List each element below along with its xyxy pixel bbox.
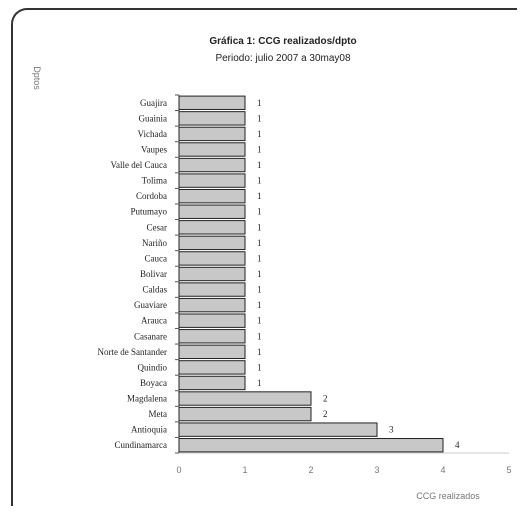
x-tick-label: 1 — [242, 465, 247, 475]
data-label: 1 — [257, 378, 262, 388]
data-label: 1 — [257, 144, 262, 154]
category-label: Arauca — [141, 316, 167, 326]
bar — [178, 375, 246, 391]
bar — [178, 95, 246, 110]
category-label: Cundinamarca — [115, 440, 167, 450]
x-tick-label: 0 — [176, 465, 181, 475]
category-label: Vaupes — [141, 144, 167, 154]
bar — [178, 204, 246, 219]
data-label: 1 — [257, 98, 262, 108]
bar — [178, 297, 246, 313]
bar — [178, 344, 246, 360]
data-label: 1 — [257, 129, 262, 139]
data-label: 1 — [257, 238, 262, 248]
x-tick-label: 2 — [308, 465, 313, 475]
data-label: 1 — [257, 362, 262, 372]
bar — [178, 406, 312, 422]
bar — [178, 313, 246, 328]
category-label: Valle del Cauca — [111, 160, 167, 170]
bar — [178, 391, 312, 406]
bar — [178, 220, 246, 235]
bar — [178, 111, 246, 126]
x-tick-label: 3 — [374, 465, 379, 475]
bar — [178, 438, 444, 453]
category-label: Putumayo — [130, 207, 167, 217]
data-label: 1 — [257, 222, 262, 232]
data-label: 1 — [257, 347, 262, 357]
data-label: 4 — [455, 440, 460, 450]
x-tick-label: 4 — [440, 465, 445, 475]
category-label: Cesar — [147, 222, 168, 232]
data-label: 1 — [257, 160, 262, 170]
bar — [178, 173, 246, 188]
category-label: Tolima — [142, 176, 167, 186]
category-label: Cordoba — [136, 191, 167, 201]
bar — [178, 126, 246, 142]
data-label: 1 — [257, 300, 262, 310]
chart-subtitle: Periodo: julio 2007 a 30may08 — [215, 53, 351, 64]
data-label: 3 — [389, 425, 394, 435]
data-label: 1 — [257, 253, 262, 263]
data-label: 1 — [257, 191, 262, 201]
bar — [178, 329, 246, 344]
category-label: Magdalena — [127, 394, 167, 404]
data-label: 1 — [257, 176, 262, 186]
category-label: Vichada — [138, 129, 167, 139]
category-label: Quindio — [137, 362, 167, 372]
category-label: Nariño — [142, 238, 167, 248]
category-label: Casanare — [134, 331, 167, 341]
category-label: Antioquia — [131, 425, 167, 435]
bar — [178, 157, 246, 173]
y-axis-title: Dptos — [32, 66, 42, 90]
data-label: 1 — [257, 316, 262, 326]
category-label: Caldas — [143, 285, 168, 295]
category-label: Bolivar — [140, 269, 167, 279]
category-label: Guajira — [140, 98, 167, 108]
bar — [178, 282, 246, 297]
category-label: Norte de Santander — [98, 347, 167, 357]
category-label: Guainia — [139, 113, 168, 123]
data-label: 1 — [257, 113, 262, 123]
category-label: Boyaca — [140, 378, 167, 388]
bar — [178, 422, 378, 437]
bar — [178, 251, 246, 266]
data-label: 1 — [257, 285, 262, 295]
category-label: Cauca — [145, 253, 168, 263]
data-label: 2 — [323, 394, 328, 404]
plot-area: Guajira 1 Guainia 1 Vichada 1 Vaupes 1 Valle del… — [98, 94, 512, 475]
category-label: Meta — [149, 409, 168, 419]
bar — [178, 360, 246, 375]
category-label: Guaviare — [134, 300, 167, 310]
data-label: 1 — [257, 269, 262, 279]
bar — [178, 235, 246, 251]
x-tick-label: 5 — [506, 465, 511, 475]
bar — [178, 188, 246, 204]
bar — [178, 266, 246, 282]
chart-title: Gráfica 1: CCG realizados/dpto — [209, 36, 356, 47]
x-axis-title: CCG realizados — [416, 491, 480, 501]
data-label: 1 — [257, 207, 262, 217]
data-label: 2 — [323, 409, 328, 419]
bar — [178, 142, 246, 157]
data-label: 1 — [257, 331, 262, 341]
